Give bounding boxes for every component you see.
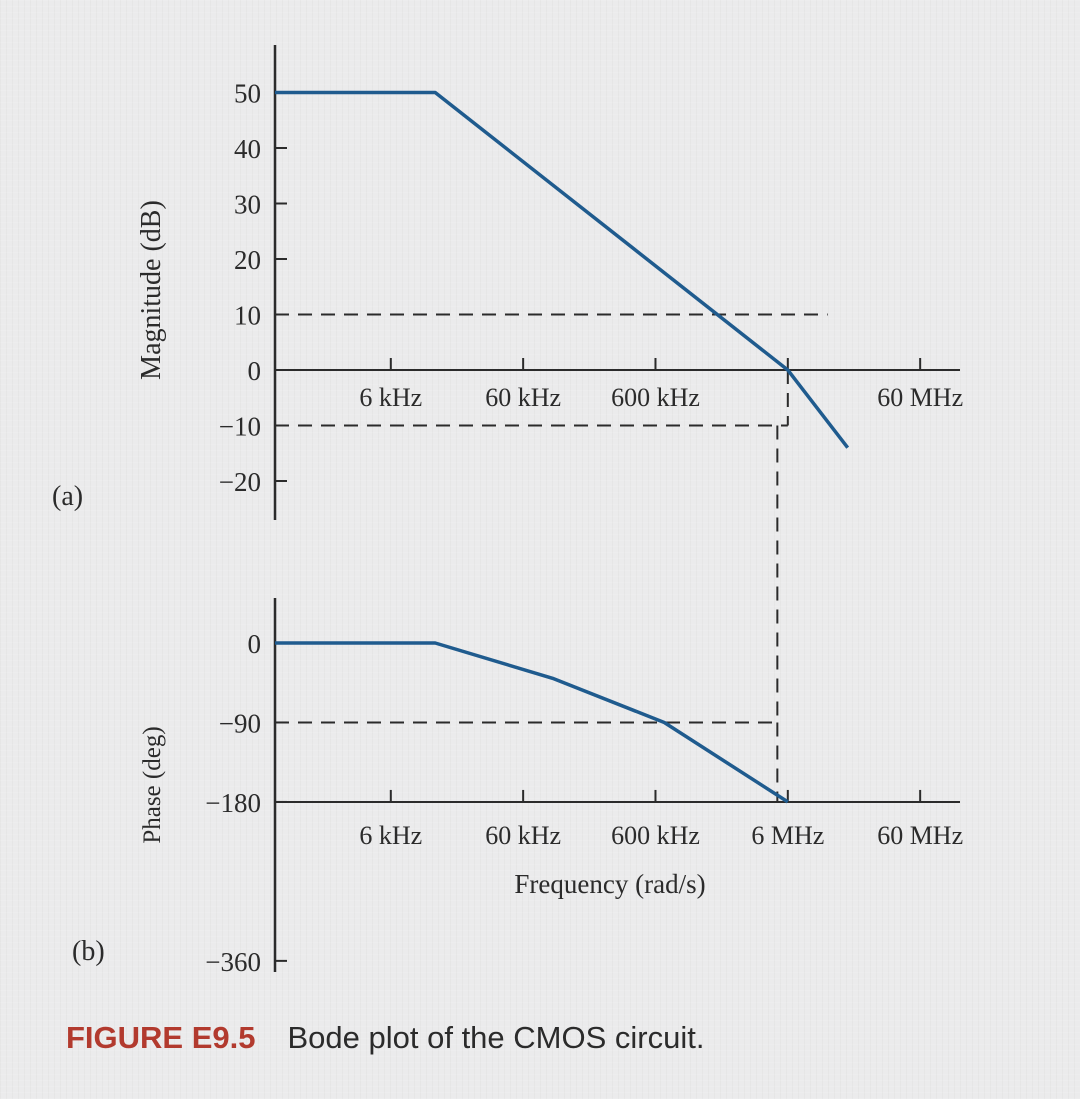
response-curve — [275, 90, 850, 449]
panel-label-a: (a) — [52, 481, 83, 512]
x-tick-label: 60 kHz — [485, 821, 561, 850]
figure-caption: FIGURE E9.5 Bode plot of the CMOS circuit… — [66, 1020, 704, 1056]
y-tick-label: 10 — [234, 301, 261, 331]
y-tick-label: −10 — [219, 412, 261, 442]
response-curve — [275, 641, 789, 804]
bode-plot: (a) (b) Magnitude (dB) Phase (deg) Frequ… — [52, 45, 963, 977]
y-tick-label: −360 — [205, 947, 261, 977]
x-tick-label: 600 kHz — [611, 821, 700, 850]
magnitude-axis-title: Magnitude (dB) — [136, 200, 167, 380]
y-tick-label: −90 — [219, 708, 261, 738]
x-tick-label: 6 MHz — [751, 821, 824, 850]
y-tick-label: 0 — [248, 356, 262, 386]
x-tick-label: 60 kHz — [485, 383, 561, 412]
x-tick-label: 6 kHz — [359, 821, 422, 850]
magnitude-panel: 50 40 30 20 10 0 −10 −20 6 kHz 60 kHz 600 kHz 60 MH… — [219, 45, 963, 520]
y-tick-label: 0 — [248, 629, 262, 659]
phase-panel: 0 −90 −180 −360 6 kHz 60 kHz 600 kHz 6 MHz 60 MH… — [205, 425, 963, 977]
x-tick-label: 600 kHz — [611, 383, 700, 412]
panel-label-b: (b) — [72, 936, 105, 967]
y-tick-label: −20 — [219, 467, 261, 497]
x-tick-label: 6 kHz — [359, 383, 422, 412]
y-tick-label: 20 — [234, 245, 261, 275]
phase-axis-title: Phase (deg) — [139, 726, 166, 843]
x-tick-label: 60 MHz — [877, 383, 963, 412]
y-tick-label: 40 — [234, 134, 261, 164]
y-tick-label: 30 — [234, 190, 261, 220]
caption-text: Bode plot of the CMOS circuit. — [287, 1020, 705, 1055]
y-tick-label: −180 — [205, 788, 261, 818]
caption-figure-number: FIGURE E9.5 — [66, 1020, 256, 1055]
x-tick-label: 60 MHz — [877, 821, 963, 850]
frequency-axis-title: Frequency (rad/s) — [514, 869, 705, 899]
y-tick-label: 50 — [234, 79, 261, 109]
